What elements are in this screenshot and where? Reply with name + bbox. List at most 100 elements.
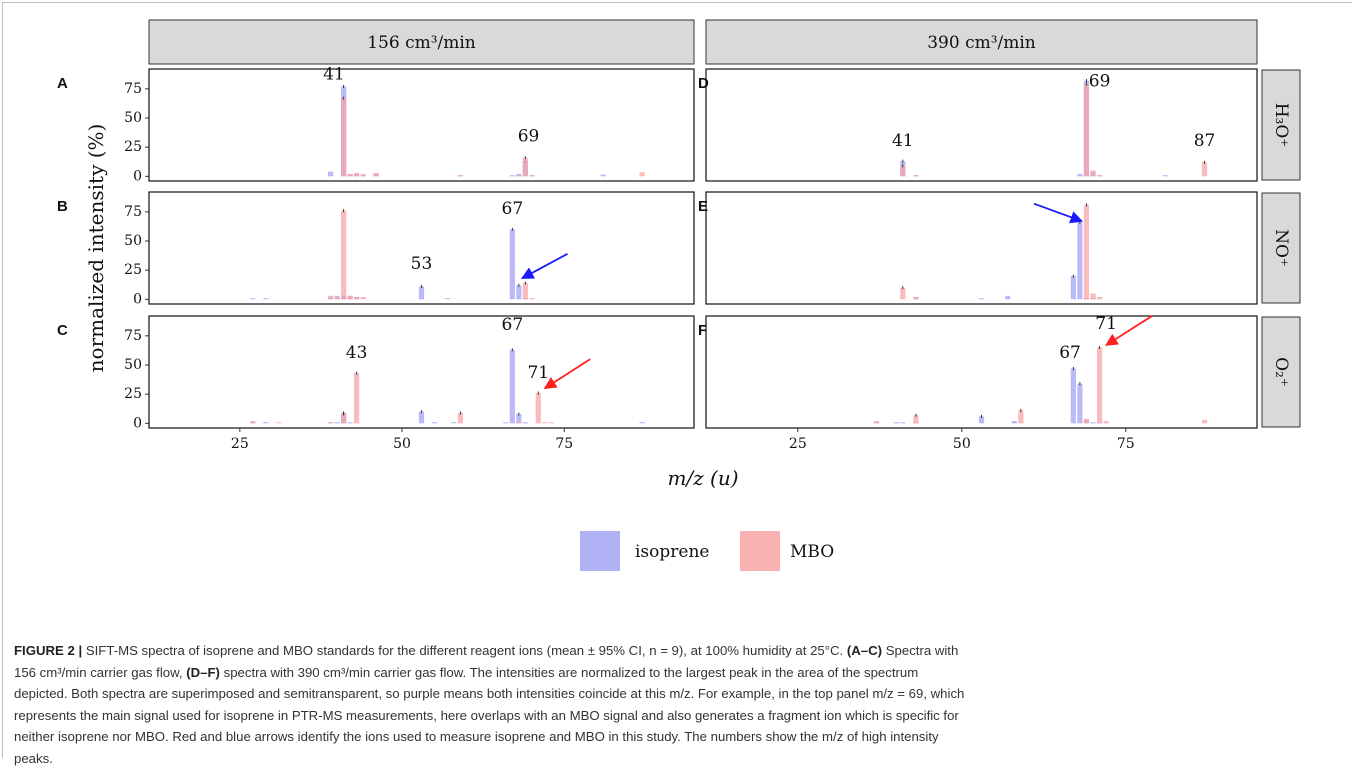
isoprene-bar	[1005, 296, 1010, 300]
panel-frame	[706, 316, 1257, 428]
mbo-bar	[874, 421, 879, 423]
isoprene-bar	[523, 422, 528, 423]
isoprene-bar	[601, 175, 606, 177]
caption-line-6: peaks.	[14, 748, 1344, 769]
x-tick-label: 50	[393, 436, 411, 452]
y-tick-label: 50	[124, 110, 142, 126]
panel-label: A	[57, 75, 68, 92]
mbo-bar	[1090, 171, 1095, 177]
mbo-bar	[516, 422, 521, 423]
x-tick-label: 50	[953, 436, 971, 452]
x-axis-title: m/z (u)	[667, 466, 738, 490]
mbo-bar	[373, 173, 378, 177]
peak-label: 87	[1194, 131, 1216, 151]
legend-swatch-isoprene	[580, 531, 620, 571]
peak-label: 43	[346, 343, 368, 363]
mbo-bar	[250, 421, 255, 423]
isoprene-bar	[263, 298, 268, 299]
y-tick-label: 75	[124, 328, 142, 344]
mbo-bar	[1018, 411, 1023, 424]
caption-line-2: 156 cm³/min carrier gas flow, (D–F) spec…	[14, 662, 1344, 684]
y-tick-label: 50	[124, 233, 142, 249]
caption-bold: (A–C)	[847, 643, 882, 658]
caption-text: SIFT-MS spectra of isoprene and MBO stan…	[82, 643, 847, 658]
caption-line-3: depicted. Both spectra are superimposed …	[14, 683, 1344, 705]
mbo-bar	[1104, 421, 1109, 423]
isoprene-bar	[445, 298, 450, 299]
mbo-bar	[542, 422, 547, 423]
isoprene-bar	[1077, 384, 1082, 424]
panel-E: E	[698, 192, 1257, 304]
caption-line-4: represents the main signal used for isop…	[14, 705, 1344, 727]
mbo-bar	[529, 298, 534, 299]
caption-text: spectra with 390 cm³/min carrier gas flo…	[220, 665, 918, 680]
legend-label-isoprene: isoprene	[635, 542, 709, 562]
caption-line-1: FIGURE 2 | SIFT-MS spectra of isoprene a…	[14, 640, 1344, 662]
caption-bold: (D–F)	[186, 665, 220, 680]
mbo-bar	[913, 297, 918, 299]
x-tick-label: 75	[1117, 436, 1135, 452]
mbo-bar	[529, 175, 534, 176]
mbo-bar	[1202, 420, 1207, 424]
column-strip-label-1: 156 cm³/min	[367, 33, 476, 53]
caption-line-5: neither isoprene nor MBO. Red and blue a…	[14, 726, 1344, 748]
mbo-bar	[328, 296, 333, 300]
mbo-bar	[1084, 205, 1089, 299]
row-strip-label-2: NO⁺	[1271, 229, 1291, 267]
mbo-bar	[361, 297, 366, 299]
isoprene-bar	[451, 422, 456, 423]
mbo-bar	[1097, 348, 1102, 424]
peak-label: 41	[892, 131, 914, 151]
panel-frame	[149, 69, 694, 181]
caption-text: Spectra with	[882, 643, 958, 658]
mbo-bar	[354, 173, 359, 177]
panel-F: F 67 71	[698, 314, 1257, 428]
isoprene-bar	[900, 422, 905, 423]
isoprene-bar	[1071, 369, 1076, 424]
y-tick-label: 0	[133, 168, 142, 184]
panel-label: C	[57, 322, 68, 339]
column-strip-label-2: 390 cm³/min	[927, 33, 1036, 53]
row-strip-label-3: O₂⁺	[1271, 357, 1291, 387]
isoprene-bar	[419, 412, 424, 424]
row-strip-label-1: H₃O⁺	[1271, 103, 1291, 148]
panel-label: B	[57, 198, 68, 215]
y-tick-label: 75	[124, 204, 142, 220]
mbo-bar	[458, 175, 463, 176]
peak-label: 67	[502, 199, 524, 219]
isoprene-bar	[979, 298, 984, 299]
peak-label: 69	[1089, 72, 1111, 92]
x-tick-label: 25	[231, 436, 249, 452]
y-tick-label: 25	[124, 139, 142, 155]
isoprene-bar	[1012, 421, 1017, 423]
x-tick-label: 75	[555, 436, 573, 452]
mbo-bar	[458, 413, 463, 424]
panel-frame	[706, 192, 1257, 304]
mbo-bar	[341, 98, 346, 176]
mbo-bar	[523, 158, 528, 177]
mbo-bar	[516, 175, 521, 176]
mbo-bar	[1090, 294, 1095, 300]
peak-label: 67	[1059, 343, 1081, 363]
panel-label: F	[698, 322, 707, 339]
panel-label: D	[698, 75, 709, 92]
mbo-bar	[913, 175, 918, 176]
mbo-bar	[335, 297, 340, 299]
mbo-bar	[1097, 175, 1102, 176]
mbo-bar	[1202, 162, 1207, 176]
isoprene-bar	[1163, 175, 1168, 176]
peak-label: 71	[1095, 314, 1117, 334]
isoprene-bar	[639, 422, 644, 423]
figure-caption: FIGURE 2 | SIFT-MS spectra of isoprene a…	[14, 640, 1344, 769]
isoprene-bar	[516, 285, 521, 299]
y-tick-label: 0	[133, 291, 142, 307]
mbo-bar	[276, 422, 281, 423]
mbo-bar	[639, 172, 644, 176]
mbo-bar	[361, 174, 366, 176]
panel-D: D 41 69 87	[698, 69, 1257, 181]
isoprene-bar	[1077, 222, 1082, 299]
